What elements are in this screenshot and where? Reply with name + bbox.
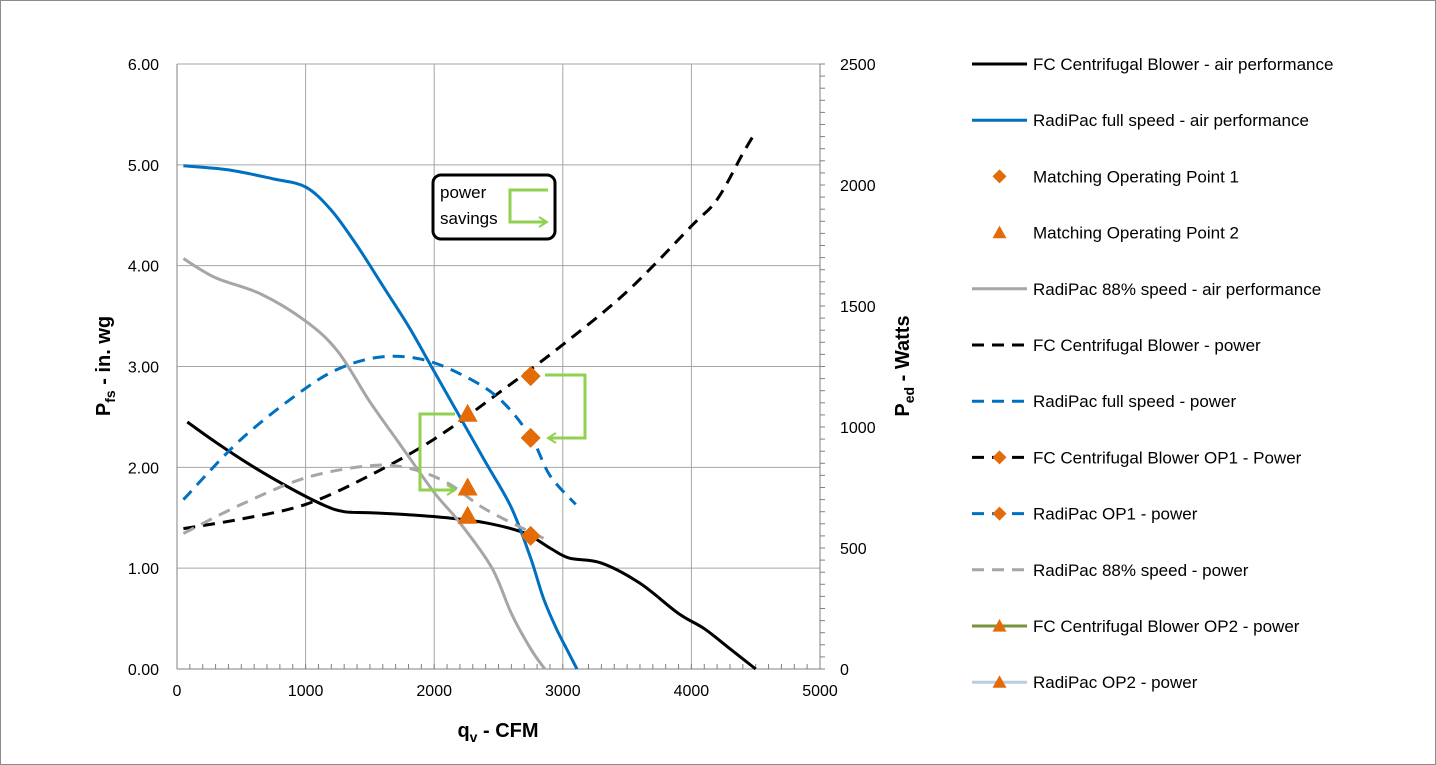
legend-item: Matching Operating Point 2	[992, 224, 1239, 243]
y-axis-right-title-sub: ed	[901, 387, 917, 403]
legend-label: FC Centrifugal Blower - air performance	[1033, 55, 1333, 74]
series-11-point-0	[457, 477, 478, 496]
series-2-point-0	[520, 525, 541, 546]
legend-label: RadiPac 88% speed - air performance	[1033, 280, 1321, 299]
legend-label: Matching Operating Point 1	[1033, 167, 1239, 186]
bracket-op1-arrowhead	[546, 432, 557, 444]
legend-label: RadiPac full speed - power	[1033, 392, 1237, 411]
legend-item: RadiPac 88% speed - air performance	[972, 280, 1321, 299]
x-tick-label: 0	[173, 683, 182, 700]
series-3-point-0	[457, 505, 478, 524]
legend-item: FC Centrifugal Blower - power	[972, 336, 1261, 355]
legend-item: FC Centrifugal Blower - air performance	[972, 55, 1333, 74]
y-right-tick-label: 2500	[840, 57, 876, 74]
legend-swatch-marker	[992, 506, 1007, 521]
x-tick-label: 4000	[674, 683, 710, 700]
y-left-tick-label: 2.00	[128, 460, 159, 477]
y-axis-left-title-main: P	[93, 403, 115, 416]
y-left-tick-label: 1.00	[128, 561, 159, 578]
y-left-tick-label: 6.00	[128, 57, 159, 74]
series-7-point-0	[520, 366, 541, 387]
x-axis-title-rest: - CFM	[477, 720, 538, 742]
callout-arrow-head	[538, 216, 549, 228]
savings-brackets	[418, 373, 587, 496]
series-9-line	[182, 463, 545, 540]
legend: FC Centrifugal Blower - air performance R…	[972, 55, 1333, 692]
legend-item: FC Centrifugal Blower OP2 - power	[972, 617, 1300, 636]
axes: 0 1000 2000 3000 4000 50000.001.002.003.004.0…	[128, 57, 876, 700]
y-right-tick-label: 500	[840, 541, 867, 558]
callout-line1: power	[440, 183, 487, 202]
x-tick-label: 5000	[802, 683, 838, 700]
legend-item: RadiPac OP2 - power	[972, 673, 1198, 692]
y-left-tick-label: 3.00	[128, 360, 159, 377]
markers-layer	[457, 366, 541, 546]
y-right-tick-label: 1500	[840, 299, 876, 316]
callout-arrow	[508, 188, 548, 224]
bracket-op2	[418, 412, 455, 492]
series-4-line	[182, 257, 547, 670]
x-tick-label: 2000	[416, 683, 452, 700]
legend-item: RadiPac OP1 - power	[972, 505, 1198, 524]
y-right-tick-label: 1000	[840, 420, 876, 437]
axis-titles: qv - CFM Pfs - in. wg Ped - Watts	[93, 315, 917, 745]
legend-swatch-marker	[992, 619, 1007, 632]
legend-item: RadiPac full speed - power	[972, 392, 1237, 411]
x-axis-title-main: q	[457, 720, 469, 742]
y-right-tick-label: 0	[840, 662, 849, 679]
legend-swatch-marker	[992, 169, 1007, 184]
legend-label: RadiPac OP2 - power	[1033, 673, 1198, 692]
legend-label: RadiPac full speed - air performance	[1033, 111, 1309, 130]
legend-label: Matching Operating Point 2	[1033, 224, 1239, 243]
power-savings-callout: power savings	[431, 173, 557, 241]
legend-swatch-marker	[992, 675, 1007, 688]
legend-label: FC Centrifugal Blower - power	[1033, 336, 1261, 355]
y-axis-right-title: Ped - Watts	[892, 315, 917, 416]
x-axis-title-sub: v	[470, 729, 478, 745]
y-right-tick-label: 2000	[840, 178, 876, 195]
y-axis-right-title-main: P	[892, 403, 914, 416]
legend-label: FC Centrifugal Blower OP1 - Power	[1033, 448, 1302, 467]
legend-item: RadiPac full speed - air performance	[972, 111, 1309, 130]
legend-swatch-marker	[992, 450, 1007, 465]
series-1-line	[183, 164, 579, 670]
x-tick-label: 3000	[545, 683, 581, 700]
series-6-line	[182, 354, 577, 506]
y-left-tick-label: 5.00	[128, 158, 159, 175]
bracket-op1	[545, 373, 587, 440]
legend-swatch-marker	[992, 225, 1007, 239]
y-left-tick-label: 0.00	[128, 662, 159, 679]
series-0-line	[186, 420, 757, 671]
x-axis-title: qv - CFM	[457, 720, 538, 745]
x-tick-label: 1000	[288, 683, 324, 700]
y-axis-right-title-rest: - Watts	[892, 315, 914, 386]
y-left-tick-label: 4.00	[128, 259, 159, 276]
y-axis-left-title-rest: - in. wg	[93, 316, 115, 390]
legend-item: FC Centrifugal Blower OP1 - Power	[972, 448, 1302, 467]
y-axis-left-title: Pfs - in. wg	[93, 316, 118, 416]
series-10-point-0	[457, 403, 478, 422]
callout-line2: savings	[440, 209, 498, 228]
legend-label: RadiPac 88% speed - power	[1033, 561, 1249, 580]
legend-label: RadiPac OP1 - power	[1033, 505, 1198, 524]
y-axis-left-title-sub: fs	[102, 390, 118, 403]
legend-label: FC Centrifugal Blower OP2 - power	[1033, 617, 1300, 636]
bracket-op2-arrowhead	[446, 484, 457, 496]
series-8-point-0	[520, 427, 541, 448]
legend-item: Matching Operating Point 1	[992, 167, 1239, 186]
legend-item: RadiPac 88% speed - power	[972, 561, 1249, 580]
